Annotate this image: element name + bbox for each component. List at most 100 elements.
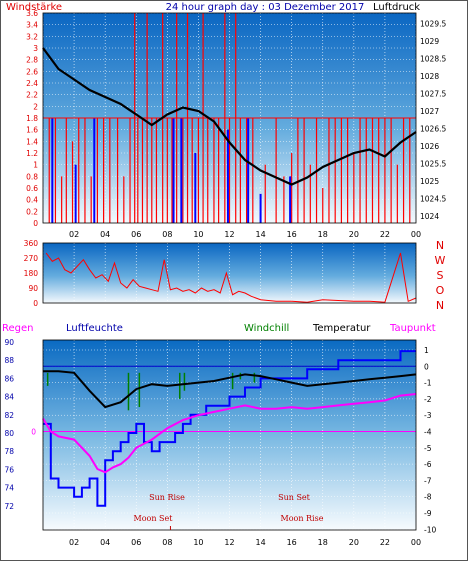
compass-letter: W: [435, 254, 446, 267]
dewpoint-line: [42, 393, 417, 474]
x-tick-label: 02: [69, 230, 79, 239]
legend-luftfeuchte: Luftfeuchte: [66, 323, 123, 334]
wind-tick-label: 3: [33, 44, 38, 53]
x-tick-label: 00: [411, 230, 421, 239]
direction-tick-label: 0: [33, 299, 38, 308]
header-luftdruck: Luftdruck: [373, 2, 420, 13]
x-tick-label: 18: [318, 538, 328, 547]
compass-letter: O: [436, 284, 445, 297]
direction-plot-border: [42, 242, 417, 304]
temp-tick-label: -5: [424, 444, 432, 453]
humidity-tick-label: 78: [4, 447, 14, 456]
wind-tick-label: 3.4: [26, 21, 38, 30]
wind-tick-label: 1.4: [26, 137, 38, 146]
x-tick-label: 08: [162, 538, 172, 547]
moon-rise-label: Moon Rise: [281, 514, 324, 523]
temp-tick-label: -8: [424, 493, 432, 502]
x-tick-label: 20: [349, 230, 359, 239]
humidity-tick-label: 90: [4, 338, 14, 347]
wind-tick-label: 3.2: [26, 32, 38, 41]
x-tick-label: 06: [131, 538, 141, 547]
compass-letter: N: [436, 299, 444, 312]
x-tick-label: 14: [255, 230, 265, 239]
wind-tick-label: 2.6: [26, 67, 38, 76]
wind-tick-label: 3.6: [26, 9, 38, 18]
climate-plot-area: [43, 340, 416, 530]
pressure-tick-label: 1025: [420, 177, 439, 186]
x-tick-label: 16: [287, 538, 297, 547]
temp-tick-label: -2: [424, 395, 432, 404]
pressure-tick-label: 1029: [420, 37, 439, 46]
wind-tick-label: 2.8: [26, 56, 38, 65]
wind-tick-label: 0.2: [26, 207, 38, 216]
compass-letter: N: [436, 239, 444, 252]
rain-tick-label: 0: [31, 428, 36, 437]
humidity-tick-label: 88: [4, 356, 14, 365]
wind-tick-label: 1: [33, 161, 38, 170]
wind-tick-label: 0.6: [26, 184, 38, 193]
direction-line: [45, 252, 417, 303]
x-tick-label: 08: [162, 230, 172, 239]
x-tick-label: 02: [69, 538, 79, 547]
temp-tick-label: 1: [424, 346, 429, 355]
pressure-tick-label: 1024: [420, 212, 439, 221]
humidity-line: [43, 350, 416, 507]
wind-tick-label: 1.6: [26, 126, 38, 135]
temp-tick-label: -1: [424, 379, 432, 388]
wind-tick-label: 0.8: [26, 172, 38, 181]
moon-set-label: Moon Set: [134, 514, 174, 523]
x-tick-label: 00: [411, 538, 421, 547]
wind-tick-label: 2.4: [26, 79, 38, 88]
wind-tick-label: 2: [33, 102, 38, 111]
x-tick-label: 04: [100, 538, 110, 547]
legend-taupunkt: Taupunkt: [389, 323, 436, 334]
legend-windchill: Windchill: [244, 323, 289, 334]
pressure-tick-label: 1026: [420, 142, 439, 151]
humidity-tick-label: 80: [4, 429, 14, 438]
pressure-tick-label: 1027: [420, 107, 439, 116]
humidity-tick-label: 76: [4, 465, 14, 474]
wind-tick-label: 0: [33, 219, 38, 228]
x-tick-label: 22: [380, 230, 390, 239]
x-tick-label: 20: [349, 538, 359, 547]
pressure-tick-label: 1025.5: [420, 160, 446, 169]
wind-tick-label: 2.2: [26, 91, 38, 100]
sun-rise-label: Sun Rise: [149, 493, 185, 502]
x-tick-label: 10: [193, 538, 203, 547]
x-tick-label: 04: [100, 230, 110, 239]
legend-temperatur: Temperatur: [312, 323, 371, 334]
x-tick-label: 10: [193, 230, 203, 239]
temp-tick-label: -10: [424, 525, 436, 534]
temp-tick-label: -9: [424, 509, 432, 518]
humidity-tick-label: 82: [4, 411, 14, 420]
pressure-tick-label: 1024.5: [420, 195, 446, 204]
humidity-tick-label: 84: [4, 393, 14, 402]
temp-tick-label: 0: [424, 362, 429, 371]
temp-tick-label: -7: [424, 476, 432, 485]
x-tick-label: 16: [287, 230, 297, 239]
x-tick-label: 06: [131, 230, 141, 239]
header-windstaerke: Windstärke: [6, 2, 62, 13]
x-tick-label: 12: [224, 230, 234, 239]
pressure-tick-label: 1028: [420, 72, 439, 81]
wind-tick-label: 1.2: [26, 149, 38, 158]
legend-regen: Regen: [2, 323, 34, 334]
humidity-tick-label: 72: [4, 502, 14, 511]
direction-tick-label: 360: [24, 239, 39, 248]
wind-tick-label: 0.4: [26, 196, 38, 205]
temp-tick-label: -4: [424, 428, 432, 437]
wind-plot-border: [42, 12, 417, 224]
pressure-tick-label: 1029.5: [420, 20, 446, 29]
pressure-line: [42, 47, 417, 186]
pressure-tick-label: 1028.5: [420, 55, 446, 64]
wind-tick-label: 1.8: [26, 114, 38, 123]
direction-tick-label: 90: [28, 284, 38, 293]
x-tick-label: 12: [224, 538, 234, 547]
temperature-line: [43, 370, 417, 409]
pressure-tick-label: 1027.5: [420, 90, 446, 99]
x-tick-label: 22: [380, 538, 390, 547]
header-title: 24 hour graph day : 03 Dezember 2017: [166, 2, 365, 13]
climate-plot-border: [42, 339, 417, 531]
x-tick-label: 18: [318, 230, 328, 239]
